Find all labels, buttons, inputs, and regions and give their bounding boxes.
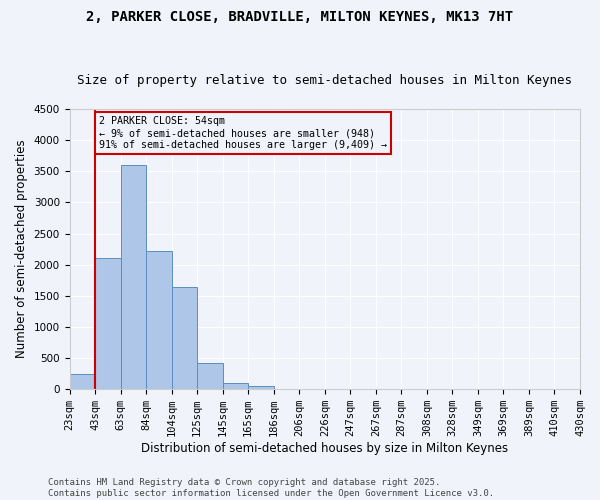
Bar	[172, 287, 197, 389]
Text: 2, PARKER CLOSE, BRADVILLE, MILTON KEYNES, MK13 7HT: 2, PARKER CLOSE, BRADVILLE, MILTON KEYNE…	[86, 10, 514, 24]
Bar	[223, 383, 248, 389]
Bar	[95, 258, 121, 389]
Bar	[197, 363, 223, 389]
Bar	[146, 251, 172, 389]
Title: Size of property relative to semi-detached houses in Milton Keynes: Size of property relative to semi-detach…	[77, 74, 572, 87]
Bar	[248, 386, 274, 389]
Y-axis label: Number of semi-detached properties: Number of semi-detached properties	[15, 140, 28, 358]
Text: Contains HM Land Registry data © Crown copyright and database right 2025.
Contai: Contains HM Land Registry data © Crown c…	[48, 478, 494, 498]
Text: 2 PARKER CLOSE: 54sqm
← 9% of semi-detached houses are smaller (948)
91% of semi: 2 PARKER CLOSE: 54sqm ← 9% of semi-detac…	[99, 116, 387, 150]
X-axis label: Distribution of semi-detached houses by size in Milton Keynes: Distribution of semi-detached houses by …	[141, 442, 508, 455]
Bar	[121, 165, 146, 389]
Bar	[70, 374, 95, 389]
